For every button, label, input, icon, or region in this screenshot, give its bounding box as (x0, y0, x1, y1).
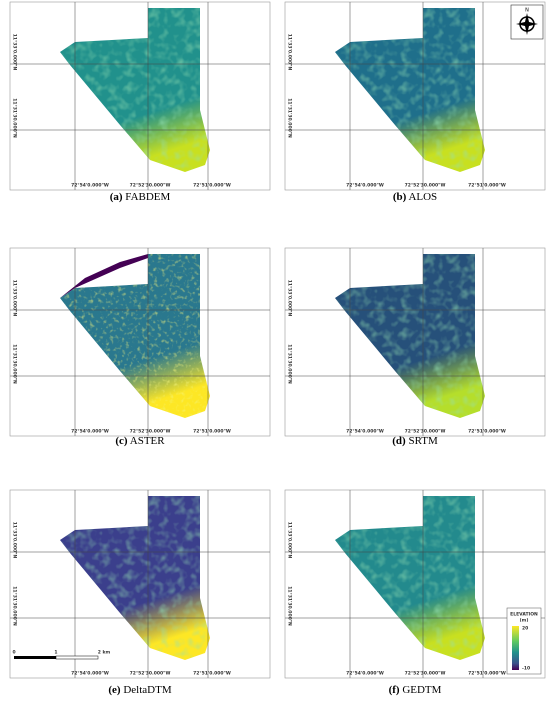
caption-name: ALOS (408, 191, 437, 203)
elevation-texture (335, 254, 485, 418)
caption: (a) FABDEM (110, 191, 171, 203)
lon-label: 72°52'30.000"W (405, 429, 446, 435)
lon-label: 72°52'30.000"W (405, 183, 446, 189)
legend: ELEVATION(m) 20 -10 (506, 607, 542, 675)
caption: (c) ASTER (115, 435, 165, 447)
map-frame (284, 247, 546, 437)
legend-max: 20 (522, 626, 528, 632)
caption: (d) SRTM (392, 435, 438, 447)
caption-name: ASTER (130, 435, 166, 447)
lat-label: 11°31'30.000"N (287, 98, 293, 138)
lon-label: 72°51'0.000"W (468, 183, 506, 189)
lon-label: 72°54'0.000"W (346, 183, 384, 189)
scale-seg (14, 656, 56, 659)
lat-label: 11°33'0.000"N (12, 34, 18, 71)
elevation-texture (335, 8, 485, 172)
elevation-texture (335, 496, 485, 660)
lat-label: 11°31'30.000"N (287, 586, 293, 626)
caption-letter: (b) (393, 191, 407, 203)
caption-name: DeltaDTM (123, 684, 171, 696)
lat-label: 11°31'30.000"N (287, 344, 293, 384)
scale-label: 0 (12, 650, 15, 656)
lon-label: 72°54'0.000"W (71, 671, 109, 677)
compass-n: N (525, 8, 529, 14)
map-panel: 72°54'0.000"W 72°52'30.000"W 72°51'0.000"W… (284, 247, 546, 437)
lat-label: 11°33'0.000"N (12, 280, 18, 317)
caption: (e) DeltaDTM (108, 684, 171, 696)
caption-letter: (d) (392, 435, 406, 447)
elevation-texture (60, 254, 210, 418)
lat-label: 11°33'0.000"N (287, 280, 293, 317)
map-panel: 72°54'0.000"W 72°52'30.000"W 72°51'0.000"W… (284, 1, 546, 191)
caption-letter: (a) (110, 191, 123, 203)
lon-label: 72°52'30.000"W (130, 429, 171, 435)
lon-label: 72°51'0.000"W (193, 183, 231, 189)
lon-label: 72°51'0.000"W (193, 671, 231, 677)
lon-label: 72°52'30.000"W (130, 671, 171, 677)
elevation-texture (60, 496, 210, 660)
legend-min: -10 (522, 666, 530, 672)
lon-label: 72°52'30.000"W (405, 671, 446, 677)
legend-unit: (m) (520, 618, 529, 624)
lon-label: 72°52'30.000"W (130, 183, 171, 189)
lon-label: 72°51'0.000"W (193, 429, 231, 435)
lat-label: 11°31'30.000"N (12, 98, 18, 138)
map-panel: 72°54'0.000"W 72°52'30.000"W 72°51'0.000"W… (284, 489, 546, 679)
scale-seg (55, 655, 99, 660)
lon-label: 72°54'0.000"W (71, 183, 109, 189)
caption-name: FABDEM (125, 191, 170, 203)
lat-label: 11°33'0.000"N (12, 522, 18, 559)
lat-label: 11°33'0.000"N (287, 34, 293, 71)
scale-bar: 0 1 2 km (12, 650, 110, 660)
elevation-texture (60, 8, 210, 172)
lon-label: 72°54'0.000"W (346, 671, 384, 677)
caption-letter: (e) (108, 684, 121, 696)
lat-label: 11°31'30.000"N (12, 586, 18, 626)
lon-label: 72°54'0.000"W (71, 429, 109, 435)
caption: (b) ALOS (393, 191, 437, 203)
lat-label: 11°33'0.000"N (287, 522, 293, 559)
legend-ramp (512, 626, 519, 670)
caption-letter: (c) (115, 435, 128, 447)
scale-label: 1 (54, 650, 57, 656)
caption: (f) GEDTM (389, 684, 442, 696)
lon-label: 72°54'0.000"W (346, 429, 384, 435)
caption-letter: (f) (389, 684, 400, 696)
lon-label: 72°51'0.000"W (468, 429, 506, 435)
map-panel: 72°54'0.000"W 72°52'30.000"W 72°51'0.000"W… (9, 247, 271, 437)
compass: N (510, 4, 544, 40)
nodata-strip (60, 254, 148, 298)
map-panel: 72°54'0.000"W 72°52'30.000"W 72°51'0.000"W… (9, 489, 271, 679)
map-panel: 72°54'0.000"W 72°52'30.000"W 72°51'0.000"W… (9, 1, 271, 191)
compass-arrows (516, 13, 538, 35)
caption-name: GEDTM (402, 684, 441, 696)
lat-label: 11°31'30.000"N (12, 344, 18, 384)
scale-label: 2 km (98, 650, 111, 656)
lon-label: 72°51'0.000"W (468, 671, 506, 677)
caption-name: SRTM (408, 435, 438, 447)
legend-title: ELEVATION (510, 612, 538, 618)
